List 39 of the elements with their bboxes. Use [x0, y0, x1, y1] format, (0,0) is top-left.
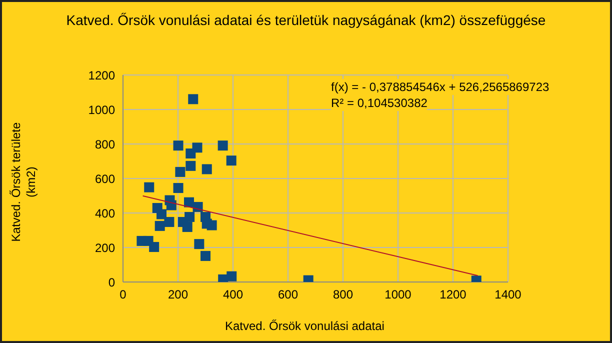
- y-tick-label: 400: [94, 206, 116, 220]
- point: [164, 216, 174, 227]
- y-axis-title: Katved. Őrsök területe (km2): [9, 122, 39, 242]
- point: [226, 156, 236, 166]
- point: [154, 220, 165, 231]
- chart-title: Katved. Őrsök vonulási adatai és területük nagyságának (km2) összefüggése: [65, 12, 547, 28]
- point: [200, 250, 210, 261]
- point: [206, 220, 217, 230]
- x-tick-label: 0: [120, 288, 127, 302]
- x-tick-label: 400: [222, 288, 244, 302]
- point: [192, 142, 202, 153]
- y-tick-label: 800: [94, 137, 116, 152]
- x-tick-label: 1000: [384, 288, 412, 302]
- x-axis-title: Katved. Őrsök vonulási adatai: [224, 319, 386, 333]
- x-tick-label: 1400: [494, 288, 522, 302]
- y-tick-label: 600: [94, 172, 116, 186]
- point: [226, 271, 237, 282]
- point: [156, 209, 166, 220]
- point: [188, 94, 198, 104]
- point: [182, 222, 192, 232]
- point: [186, 160, 196, 171]
- point: [175, 166, 186, 177]
- point: [149, 242, 160, 252]
- x-tick-label: 1200: [440, 288, 467, 302]
- x-tick-label: 800: [332, 288, 354, 302]
- point: [202, 164, 212, 174]
- x-tick-label: 200: [168, 288, 188, 302]
- annotation: R² = 0,104530382: [331, 95, 428, 111]
- point: [194, 239, 204, 250]
- y-tick-label: 1000: [88, 102, 116, 117]
- y-tick-label: 0: [108, 275, 116, 290]
- point: [173, 182, 184, 193]
- point: [218, 140, 228, 151]
- point: [144, 182, 154, 192]
- annotation: f(x) = - 0,378854546x + 526,2565869723: [331, 79, 550, 95]
- y-tick-label: 1200: [88, 68, 116, 82]
- x-tick-label: 600: [278, 288, 298, 302]
- y-tick-label: 200: [94, 240, 116, 255]
- point: [173, 140, 184, 151]
